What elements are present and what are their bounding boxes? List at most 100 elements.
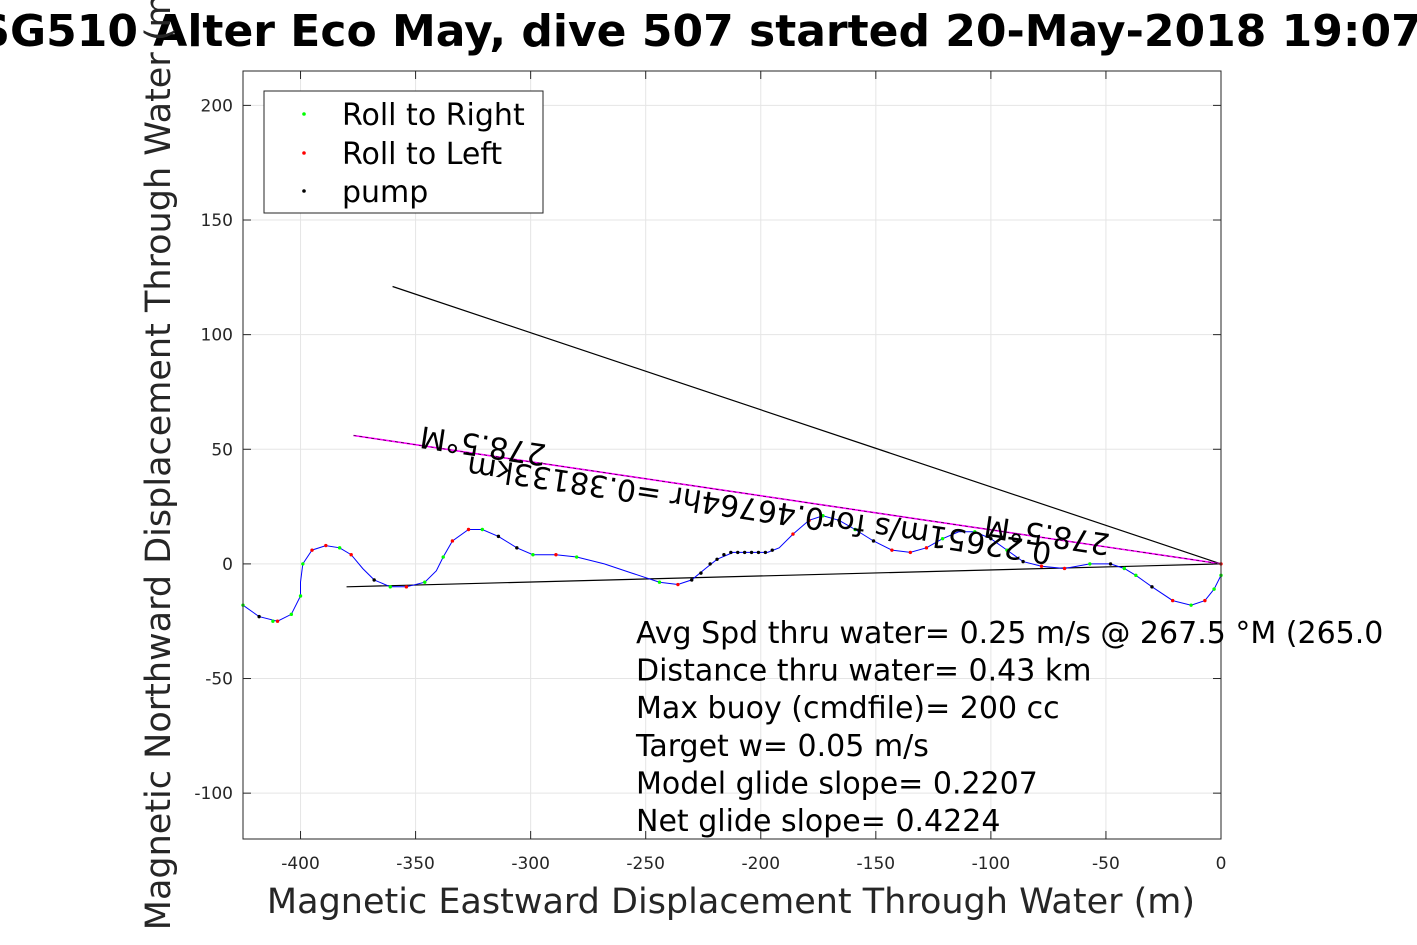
roll-right-point	[1212, 587, 1216, 591]
pump-point	[729, 550, 733, 555]
pump-point	[1150, 585, 1154, 589]
x-tick-label: -150	[857, 854, 896, 874]
x-tick-label: -300	[511, 854, 550, 874]
legend-marker-pump	[302, 189, 306, 193]
y-tick-label: 100	[201, 326, 233, 346]
x-tick-label: 0	[1216, 854, 1227, 874]
roll-right-point	[480, 527, 485, 532]
stats-line: Model glide slope= 0.2207	[636, 766, 1038, 801]
roll-right-point	[423, 580, 427, 584]
y-tick-label: 0	[222, 555, 233, 575]
pump-point	[690, 578, 694, 582]
roll-right-point	[271, 619, 275, 623]
legend-marker-roll-right	[302, 112, 306, 116]
roll-right-point	[337, 546, 342, 550]
y-tick-label: -100	[194, 784, 233, 804]
roll-points	[241, 514, 1223, 623]
x-tick-label: -250	[626, 854, 665, 874]
stats-block: Avg Spd thru water= 0.25 m/s @ 267.5 °M …	[635, 616, 1383, 839]
roll-left-point	[791, 532, 795, 536]
roll-left-point	[676, 582, 680, 587]
roll-left-point	[908, 550, 913, 555]
roll-left-point	[924, 546, 929, 550]
reference-line-lower	[346, 563, 1222, 588]
roll-left-point	[310, 548, 314, 552]
roll-left-point	[1203, 598, 1207, 603]
pump-point	[722, 553, 726, 557]
y-tick-label: -50	[205, 670, 233, 690]
pump-point	[756, 550, 761, 555]
pump-point	[837, 518, 841, 523]
roll-left-point	[275, 619, 280, 623]
roll-right-point	[388, 585, 392, 589]
pump-point	[749, 550, 754, 555]
legend: Roll to Right Roll to Left pump	[263, 90, 544, 214]
roll-right-point	[289, 612, 294, 617]
roll-right-point	[1088, 562, 1092, 566]
reference-line-upper	[392, 285, 1222, 565]
pump-point	[496, 534, 501, 539]
legend-label-roll-right: Roll to Right	[342, 98, 525, 133]
stats-line: Avg Spd thru water= 0.25 m/s @ 267.5 °M …	[636, 616, 1383, 651]
y-tick-label: 50	[211, 440, 233, 460]
roll-left-point	[404, 585, 409, 589]
legend-marker-roll-left	[302, 151, 306, 155]
pump-point	[742, 550, 747, 555]
roll-right-point	[301, 562, 305, 566]
roll-left-point	[1062, 566, 1067, 571]
stats-line: Distance thru water= 0.43 km	[636, 654, 1091, 689]
x-tick-label: -50	[1092, 854, 1120, 874]
heading-line-dash	[353, 435, 1222, 565]
pump-point	[763, 550, 768, 555]
roll-right-point	[821, 514, 825, 518]
legend-label-pump: pump	[342, 175, 428, 210]
roll-left-point	[324, 543, 328, 548]
roll-right-point	[1122, 566, 1127, 571]
roll-right-point	[1189, 603, 1193, 607]
roll-right-point	[1005, 548, 1009, 552]
stats-line: Net glide slope= 0.4224	[636, 804, 1000, 839]
reference-lines	[346, 285, 1222, 588]
plot-frame	[242, 70, 1222, 840]
stats-line: Max buoy (cmdfile)= 200 cc	[636, 691, 1060, 726]
roll-left-point	[554, 553, 558, 557]
pump-point	[989, 536, 993, 541]
pump-point	[372, 578, 376, 582]
roll-left-point	[450, 539, 455, 543]
roll-right-point	[657, 580, 662, 584]
y-tick-label: 200	[201, 96, 233, 116]
pump-point	[1108, 562, 1113, 566]
pump-point	[699, 571, 703, 575]
x-tick-label: -100	[972, 854, 1011, 874]
x-axis-label: Magnetic Eastward Displacement Through W…	[267, 882, 1195, 922]
roll-right-point	[853, 527, 857, 532]
x-tick-label: -350	[396, 854, 435, 874]
pump-point	[736, 550, 740, 555]
roll-left-point	[890, 548, 894, 552]
pump-point	[715, 557, 719, 562]
roll-right-point	[1134, 573, 1138, 578]
roll-left-point	[1170, 598, 1175, 603]
roll-right-point	[441, 555, 445, 559]
axis-ticks: -400 -350 -300 -250 -200 -150 -100 -50 0 -100 -50 0…	[194, 71, 1226, 874]
pump-point	[871, 539, 876, 543]
stats-line: Target w= 0.05 m/s	[635, 729, 929, 764]
legend-box	[263, 90, 544, 214]
x-tick-label: -200	[741, 854, 780, 874]
pump-point	[257, 614, 261, 619]
pump-point	[770, 548, 774, 552]
roll-left-point	[466, 527, 471, 532]
pump-point	[1021, 559, 1025, 564]
pump-point	[708, 562, 712, 566]
chart-title: SG510 Alter Eco May, dive 507 started 20…	[0, 6, 1417, 57]
roll-left-point	[349, 553, 353, 557]
pump-point	[515, 546, 519, 550]
roll-left-point	[807, 518, 811, 523]
roll-right-point	[574, 555, 579, 559]
legend-label-roll-left: Roll to Left	[342, 137, 502, 172]
x-tick-label: -400	[281, 854, 320, 874]
roll-right-point	[531, 553, 535, 557]
roll-right-point	[298, 594, 303, 598]
roll-right-point	[973, 530, 977, 534]
